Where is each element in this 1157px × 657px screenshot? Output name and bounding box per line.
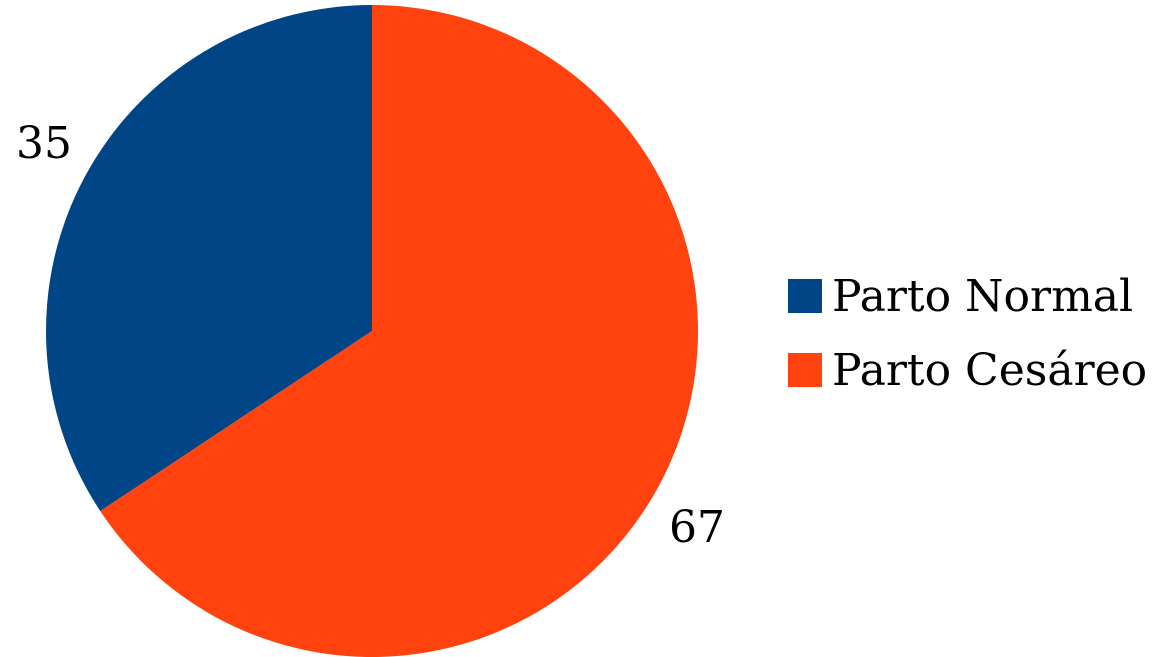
legend-swatch-parto-cesareo <box>788 353 822 387</box>
pie-data-labels: 35 67 <box>16 118 725 553</box>
legend-swatch-parto-normal <box>788 279 822 313</box>
legend-item-parto-cesareo: Parto Cesáreo <box>788 344 1147 396</box>
pie-slice-parto-normal <box>46 5 373 512</box>
legend-item-parto-normal: Parto Normal <box>788 270 1147 322</box>
chart-legend: Parto Normal Parto Cesáreo <box>788 270 1147 418</box>
pie-slices <box>46 5 698 657</box>
data-label-parto-cesareo: 67 <box>669 502 725 553</box>
pie-slice-parto-cesareo <box>100 5 698 657</box>
data-label-parto-normal: 35 <box>16 118 72 169</box>
legend-label-parto-cesareo: Parto Cesáreo <box>832 344 1148 396</box>
legend-label-parto-normal: Parto Normal <box>832 270 1134 322</box>
